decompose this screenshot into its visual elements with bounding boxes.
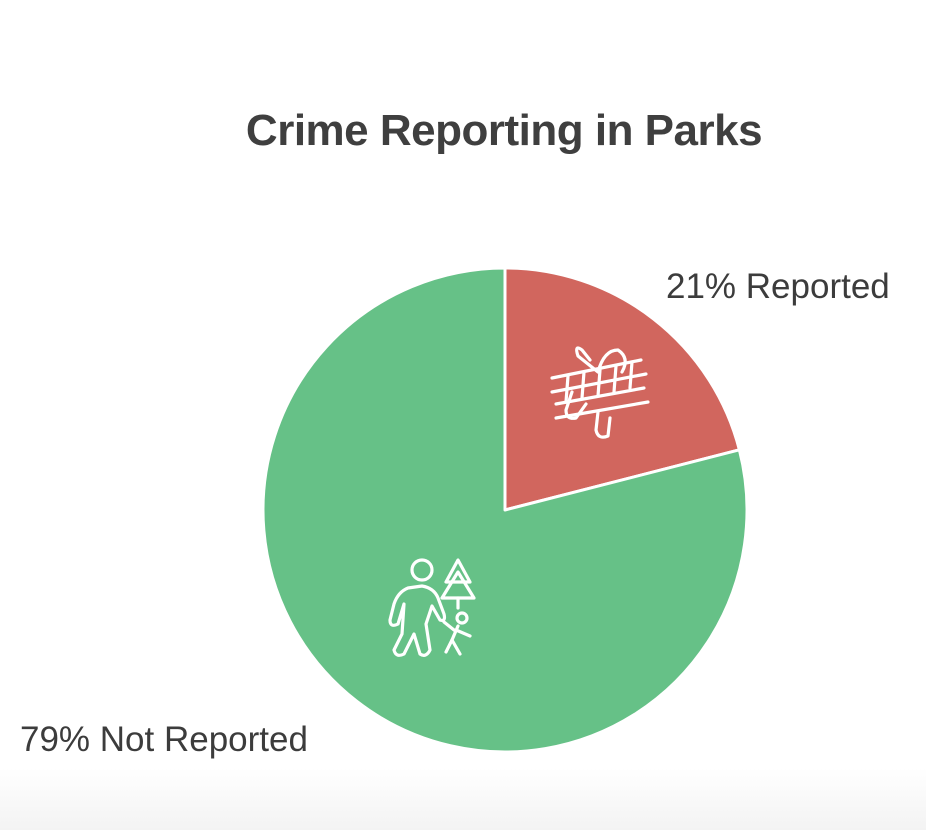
chart-title: Crime Reporting in Parks <box>245 106 763 155</box>
slice-label-reported: 21% Reported <box>666 267 890 306</box>
bottom-shade <box>0 768 926 830</box>
park-walk-icon <box>388 558 476 657</box>
crime-scene-tape-icon <box>550 346 650 439</box>
slice-label-not-reported: 79% Not Reported <box>20 720 308 759</box>
pie-slice-reported <box>503 266 741 512</box>
pie-slice-not-reported <box>261 266 749 754</box>
pie-slices <box>261 266 749 754</box>
